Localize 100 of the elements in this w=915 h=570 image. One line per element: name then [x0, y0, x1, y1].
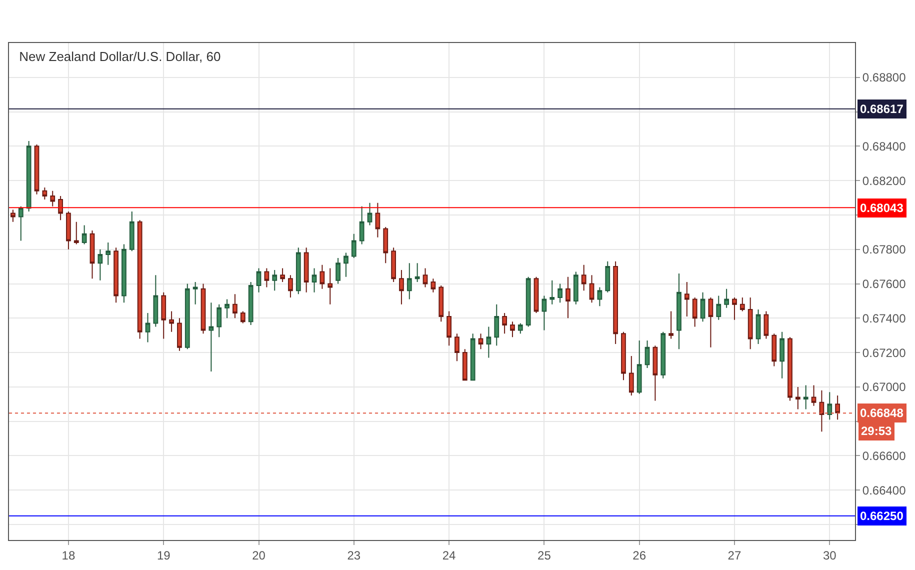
- y-tick-label: 0.66600: [862, 448, 906, 463]
- candlestick: [129, 211, 134, 252]
- candlestick: [248, 282, 254, 326]
- candlestick: [312, 268, 317, 293]
- candlestick: [367, 202, 372, 226]
- candlestick: [161, 292, 166, 340]
- candlestick: [708, 297, 714, 348]
- candlestick: [716, 295, 722, 320]
- candlestick: [827, 392, 832, 420]
- candlestick: [446, 310, 452, 346]
- candlestick: [42, 186, 48, 200]
- candlestick: [208, 302, 214, 372]
- candlestick: [795, 386, 800, 410]
- candlestick: [724, 288, 729, 308]
- candlestick: [621, 331, 626, 381]
- candlestick: [216, 304, 222, 338]
- candlestick: [772, 333, 777, 367]
- ref-line-label: 0.68043: [860, 201, 904, 215]
- y-tick-label: 0.67200: [862, 346, 906, 360]
- candlestick: [668, 310, 674, 340]
- x-tick-label: 25: [538, 548, 552, 562]
- candlestick: [280, 268, 285, 283]
- candlestick: [137, 220, 142, 340]
- text: 29:53: [861, 424, 892, 438]
- candlestick: [18, 206, 24, 242]
- y-tick-label: 0.66400: [862, 483, 906, 498]
- candlestick: [605, 260, 610, 293]
- candlestick: [82, 224, 87, 245]
- y-tick-label: 0.67000: [862, 380, 906, 394]
- candlestick: [613, 260, 618, 344]
- candlestick: [153, 274, 158, 328]
- candlestick: [684, 282, 690, 317]
- candlestick: [660, 331, 666, 379]
- candlestick: [628, 355, 634, 396]
- candlestick: [344, 252, 348, 278]
- candlestick: [98, 248, 103, 281]
- candlestick: [50, 190, 56, 207]
- candlestick: [566, 276, 570, 319]
- x-tick-label: 30: [822, 548, 837, 562]
- x-tick-label: 26: [632, 548, 646, 562]
- candlestick: [835, 395, 840, 420]
- candlestick: [383, 226, 388, 264]
- candlestick: [288, 274, 293, 298]
- candlestick: [328, 268, 333, 305]
- candlestick: [58, 196, 63, 221]
- y-tick-label: 0.67400: [862, 311, 906, 326]
- candlestick: [550, 280, 555, 305]
- candlestick: [780, 331, 784, 379]
- candlestick: [652, 345, 658, 402]
- candlestick: [240, 310, 246, 324]
- ref-line-label: 0.66848: [860, 406, 904, 420]
- candlestick: [414, 262, 420, 283]
- candlestick: [169, 310, 174, 332]
- candlestick: [811, 384, 816, 406]
- candlestick: [581, 264, 586, 292]
- x-tick-label: 24: [442, 548, 456, 562]
- text: New Zealand Dollar/U.S. Dollar, 60: [19, 49, 221, 64]
- x-tick-label: 27: [728, 548, 742, 562]
- candlestick: [320, 264, 325, 290]
- candlestick: [740, 297, 745, 312]
- candlestick: [764, 310, 769, 340]
- candlestick: [748, 297, 753, 350]
- y-tick-label: 0.68200: [862, 174, 906, 188]
- candlestick: [573, 271, 578, 305]
- candlestick: [438, 284, 444, 322]
- candlestick: [470, 333, 476, 381]
- candlestick: [192, 282, 198, 305]
- candlestick: [542, 295, 547, 331]
- candlestick: [177, 318, 182, 352]
- candlestick: [296, 247, 301, 295]
- x-tick-label: 23: [347, 548, 361, 562]
- candlestick: [430, 278, 436, 293]
- candlestick: [391, 247, 396, 283]
- candlestick: [406, 262, 412, 300]
- candlestick: [10, 209, 16, 222]
- candlestick: [336, 257, 340, 284]
- candlestick: [692, 297, 698, 328]
- candlestick: [34, 144, 40, 195]
- candlestick: [90, 230, 95, 280]
- candlestick: [526, 276, 531, 328]
- candlestick: [122, 244, 126, 304]
- candlestick: [636, 340, 642, 394]
- candlestick: [304, 247, 309, 293]
- candlestick: [272, 270, 278, 292]
- candlestick: [351, 233, 356, 258]
- x-tick-label: 20: [252, 548, 266, 562]
- candlestick: [184, 283, 190, 350]
- candlestick: [224, 298, 230, 319]
- candlestick: [26, 140, 32, 212]
- candlestick: [803, 384, 808, 410]
- x-tick-label: 18: [62, 548, 76, 562]
- candlestick: [502, 312, 507, 334]
- candlestick: [597, 286, 602, 307]
- candlestick: [788, 336, 792, 402]
- candlestick: [494, 304, 500, 346]
- candlestick: [644, 340, 650, 369]
- candlestick: [558, 283, 562, 304]
- y-tick-label: 0.68400: [862, 139, 906, 154]
- y-tick-label: 0.67800: [862, 242, 906, 257]
- ref-line-label: 0.66250: [860, 509, 904, 523]
